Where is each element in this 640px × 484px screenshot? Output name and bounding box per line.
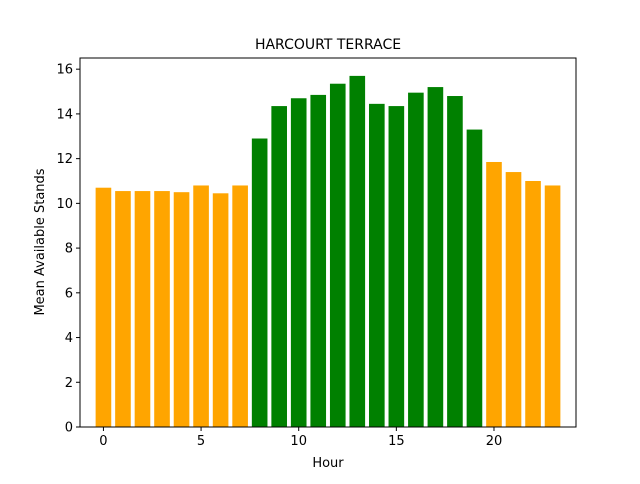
bar-hour-14 <box>369 103 385 427</box>
bar-hour-11 <box>310 94 327 428</box>
y-axis-label: Mean Available Stands <box>33 168 48 315</box>
x-axis-label: Hour <box>312 456 344 471</box>
bar-hour-10 <box>290 98 307 427</box>
bar-hour-13 <box>349 75 366 428</box>
y-tick-label: 8 <box>65 242 73 257</box>
x-tick-label: 20 <box>486 434 503 449</box>
bar-hour-23 <box>544 185 561 427</box>
bar-hour-18 <box>447 96 463 427</box>
bar-hour-15 <box>388 106 405 427</box>
y-tick-label: 6 <box>65 286 73 301</box>
bar-hour-9 <box>271 106 287 427</box>
x-tick-label: 10 <box>290 434 307 449</box>
chart-title: HARCOURT TERRACE <box>255 37 401 53</box>
y-tick-label: 2 <box>65 376 73 391</box>
bar-hour-3 <box>154 191 170 427</box>
y-tick-label: 4 <box>65 331 73 346</box>
y-tick-label: 16 <box>56 63 73 78</box>
bar-hour-19 <box>466 129 483 427</box>
bar-hour-8 <box>251 138 268 427</box>
x-tick-label: 0 <box>99 434 107 449</box>
bar-hour-16 <box>408 92 424 427</box>
bar-hour-20 <box>486 161 502 427</box>
bar-hour-5 <box>193 185 209 427</box>
axes-frame <box>79 57 577 428</box>
x-tick-label: 15 <box>388 434 405 449</box>
bar-hour-0 <box>95 187 112 427</box>
bar-hour-4 <box>173 192 190 427</box>
x-axis-ticks: 0 5 10 15 20 <box>99 427 502 449</box>
bars-group <box>95 75 561 428</box>
bar-hour-2 <box>134 191 151 427</box>
y-tick-label: 0 <box>65 421 73 436</box>
bar-hour-1 <box>115 191 131 427</box>
bar-hour-12 <box>329 83 346 427</box>
y-tick-label: 14 <box>56 107 73 122</box>
bar-hour-7 <box>232 185 248 427</box>
y-tick-label: 10 <box>56 197 73 212</box>
y-tick-label: 12 <box>56 152 73 167</box>
y-axis-ticks: 0 2 4 6 8 10 12 14 16 <box>56 63 80 436</box>
bar-hour-22 <box>525 181 541 427</box>
x-tick-label: 5 <box>197 434 205 449</box>
bar-hour-17 <box>427 87 444 427</box>
bar-hour-6 <box>212 193 229 427</box>
bar-hour-21 <box>505 172 522 427</box>
